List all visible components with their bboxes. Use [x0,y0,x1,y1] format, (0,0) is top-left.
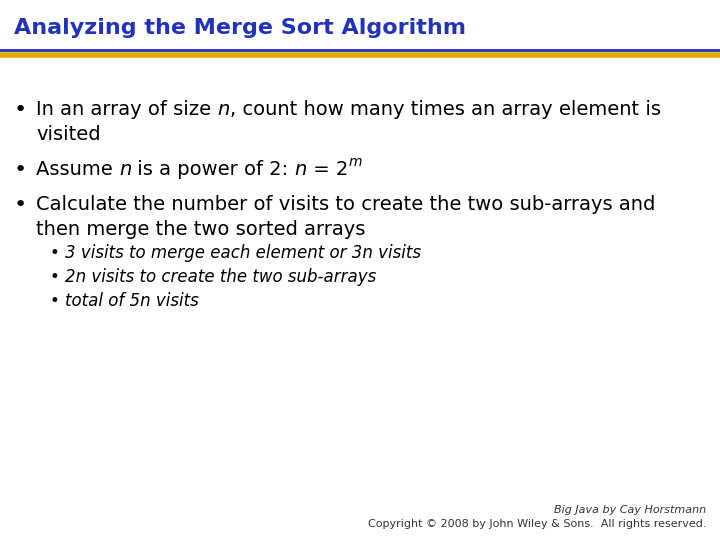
Text: = 2: = 2 [307,160,348,179]
Text: 3 visits to merge each element or 3n visits: 3 visits to merge each element or 3n vis… [65,245,421,262]
Text: •: • [14,100,27,120]
Text: In an array of size: In an array of size [36,100,217,119]
Text: •: • [14,160,27,180]
Text: Big Java by Cay Horstmann: Big Java by Cay Horstmann [554,505,706,515]
Text: Assume: Assume [36,160,119,179]
Text: total of 5n visits: total of 5n visits [65,292,199,310]
Text: then merge the two sorted arrays: then merge the two sorted arrays [36,220,365,239]
Text: Calculate the number of visits to create the two sub-arrays and: Calculate the number of visits to create… [36,195,655,214]
Text: •: • [50,245,60,262]
Text: , count how many times an array element is: , count how many times an array element … [230,100,661,119]
Text: n: n [217,100,230,119]
Text: is a power of 2:: is a power of 2: [131,160,294,179]
Text: visited: visited [36,125,101,144]
Text: m: m [348,155,362,169]
Text: •: • [14,195,27,215]
Text: n: n [119,160,131,179]
Text: Copyright © 2008 by John Wiley & Sons.  All rights reserved.: Copyright © 2008 by John Wiley & Sons. A… [367,519,706,529]
Text: Analyzing the Merge Sort Algorithm: Analyzing the Merge Sort Algorithm [14,18,466,38]
Text: •: • [50,292,60,310]
Text: n: n [294,160,307,179]
Text: •: • [50,268,60,286]
Text: 2n visits to create the two sub-arrays: 2n visits to create the two sub-arrays [65,268,377,286]
